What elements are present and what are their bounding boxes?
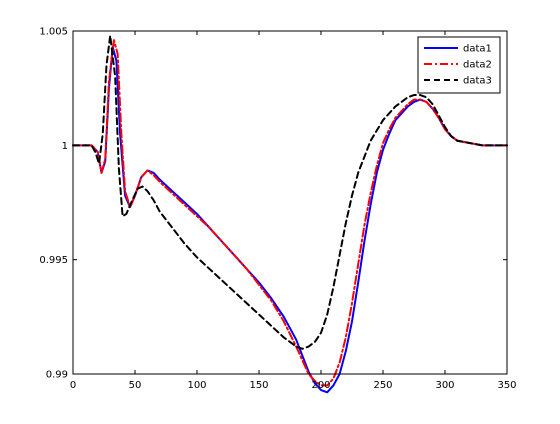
x-tick-label: 100: [187, 380, 206, 391]
legend-box: [417, 36, 501, 94]
x-tick-label: 300: [435, 380, 454, 391]
x-tick-label: 200: [311, 380, 330, 391]
x-tick-label: 350: [497, 380, 516, 391]
x-tick-label: 250: [373, 380, 392, 391]
y-tick-label: 0.995: [39, 255, 68, 266]
y-tick-label: 1.005: [39, 27, 68, 38]
tick-layer: 0 50 100 150 200 250 300 350 0.99 0.995 1 1.005: [39, 27, 516, 392]
x-tick-label: 0: [70, 380, 76, 391]
y-tick-label: 1: [62, 141, 68, 152]
series-line-data3: [72, 34, 508, 350]
legend-label-data1: data1: [463, 44, 492, 55]
legend-label-data2: data2: [463, 60, 492, 71]
axes-box: [72, 30, 508, 375]
x-tick-label: 150: [249, 380, 268, 391]
x-tick-label: 50: [129, 380, 142, 391]
legend-label-data3: data3: [463, 76, 492, 87]
series-layer: [72, 34, 508, 394]
y-tick-label: 0.99: [46, 370, 68, 381]
series-line-data2: [72, 39, 508, 387]
legend: data1 data2 data3: [417, 36, 501, 94]
